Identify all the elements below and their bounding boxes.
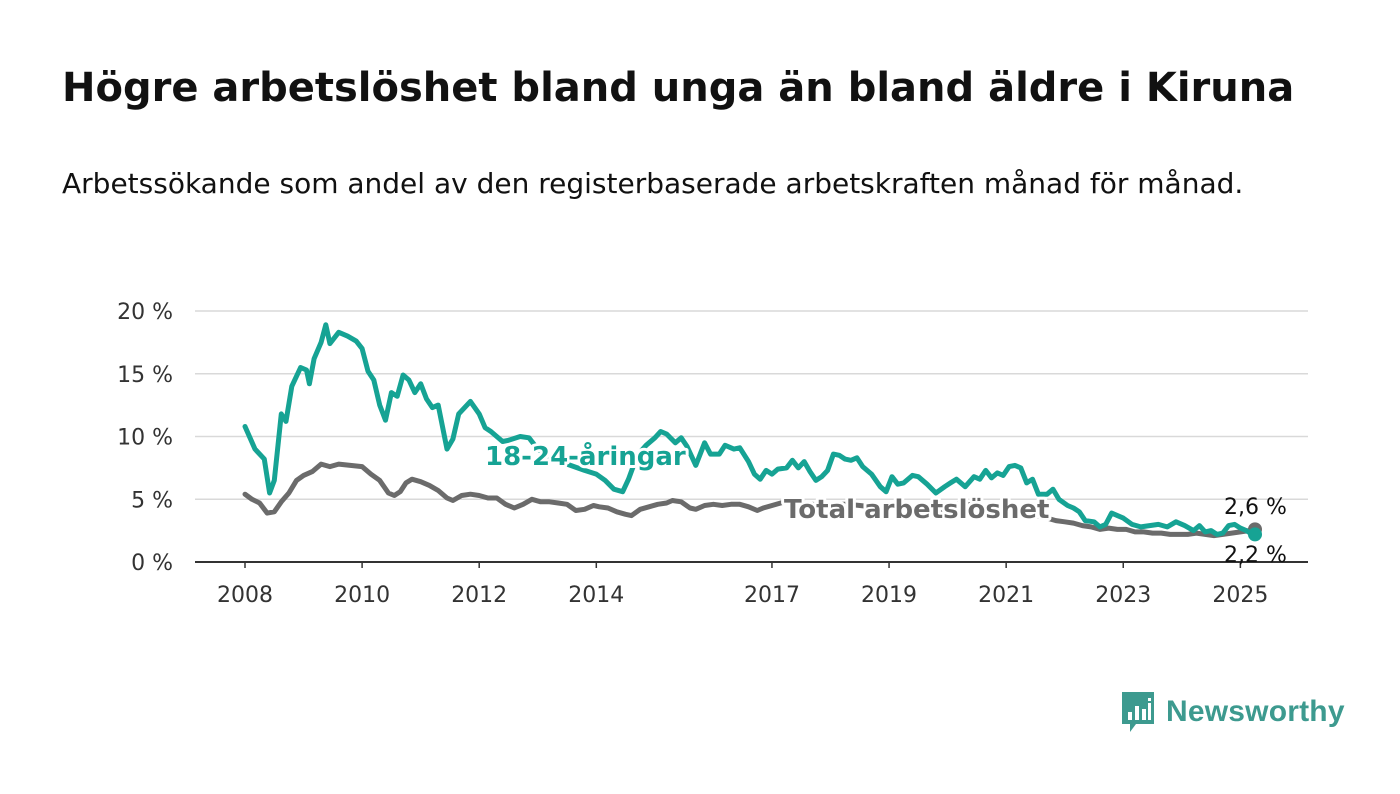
end-point-youth [1248, 527, 1262, 542]
x-tick-label-2023: 2023 [1095, 583, 1151, 608]
x-tick-label-2025: 2025 [1212, 583, 1268, 608]
end-markers: 2,6 % 2,2 % [1224, 495, 1287, 568]
y-tick-label-20: 20 % [117, 300, 173, 325]
y-tick-label-0: 0 % [131, 551, 173, 576]
y-tick-label-15: 15 % [117, 363, 173, 388]
x-tick-label-2008: 2008 [217, 583, 273, 608]
x-tick-label-2012: 2012 [451, 583, 507, 608]
end-label-total: 2,6 % [1224, 495, 1287, 520]
series-labels: 18-24-åringar Total arbetslöshet [482, 437, 1052, 528]
series-label-total: Total arbetslöshet [784, 495, 1049, 525]
newsworthy-logo-text: Newsworthy [1166, 695, 1345, 728]
y-tick-label-5: 5 % [131, 488, 173, 513]
series-label-youth: 18-24-åringar [485, 440, 686, 472]
x-tick-label-2017: 2017 [744, 583, 800, 608]
gridlines [195, 310, 1308, 563]
x-axis-ticks: 2008 2010 2012 2014 2017 2019 2021 2023 2025 [217, 562, 1268, 608]
x-tick-label-2021: 2021 [978, 583, 1034, 608]
chart-title: Högre arbetslöshet bland unga än bland ä… [62, 65, 1295, 111]
x-tick-label-2014: 2014 [568, 583, 624, 608]
newsworthy-logo-icon [1122, 692, 1154, 732]
series-line-total [242, 461, 1258, 539]
y-tick-label-10: 10 % [117, 426, 173, 451]
series-line-youth [242, 322, 1258, 537]
series-lines [242, 322, 1262, 542]
y-axis-ticks: 0 % 5 % 10 % 15 % 20 % [117, 300, 173, 576]
newsworthy-logo: Newsworthy [1120, 690, 1345, 734]
x-tick-label-2010: 2010 [334, 583, 390, 608]
chart-subtitle: Arbetssökande som andel av den registerb… [62, 167, 1244, 200]
end-label-youth: 2,2 % [1224, 543, 1287, 568]
x-tick-label-2019: 2019 [861, 583, 917, 608]
